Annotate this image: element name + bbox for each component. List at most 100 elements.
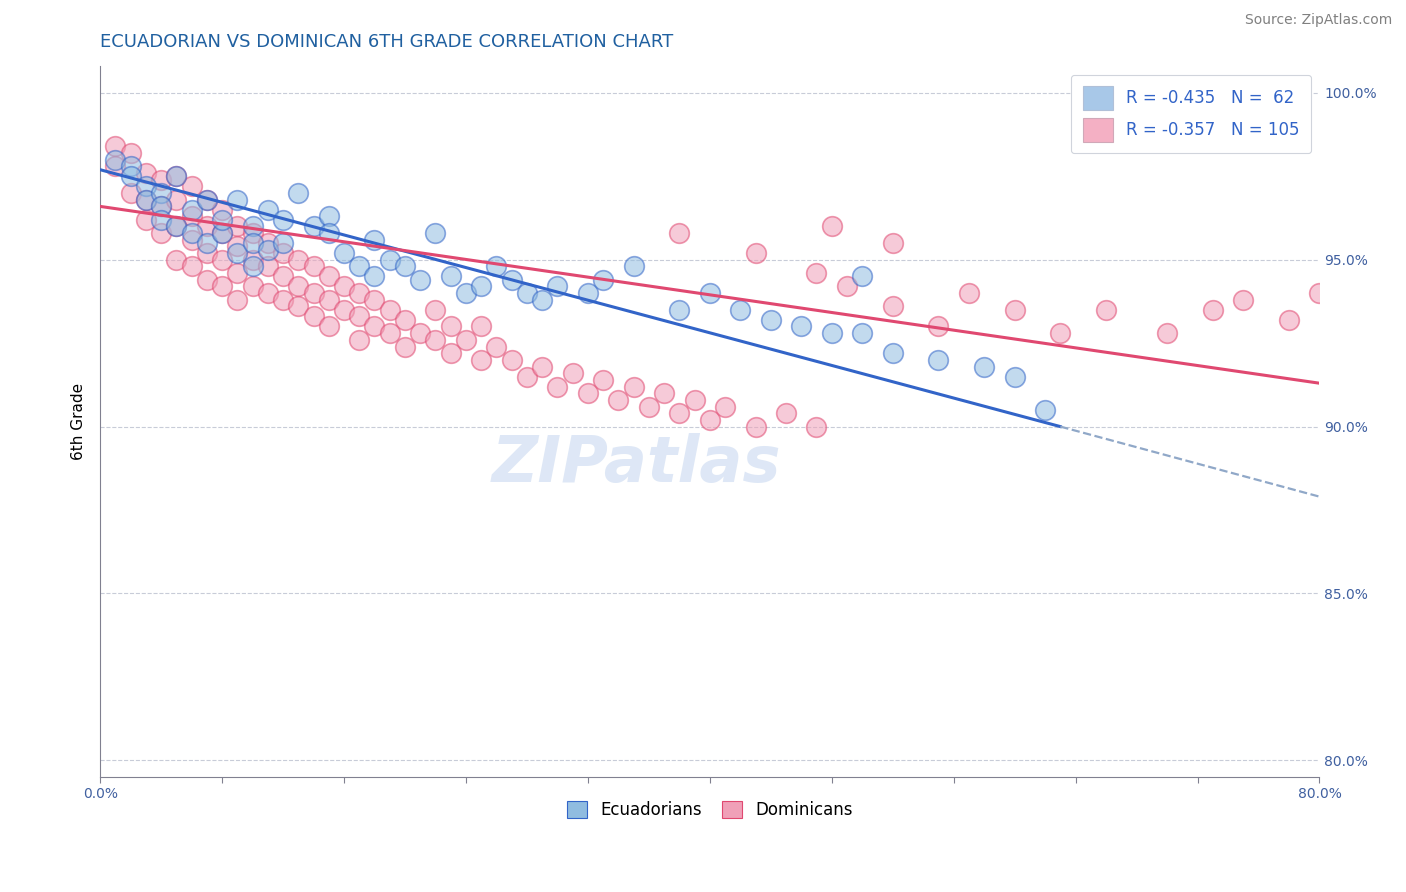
Point	[349, 260, 371, 274]
Point	[363, 319, 385, 334]
Point	[302, 286, 325, 301]
Point	[226, 293, 249, 307]
Point	[501, 273, 523, 287]
Point	[180, 179, 202, 194]
Point	[165, 252, 187, 267]
Point	[744, 419, 766, 434]
Point	[150, 172, 173, 186]
Point	[165, 193, 187, 207]
Point	[1323, 713, 1346, 727]
Point	[333, 279, 356, 293]
Point	[790, 319, 813, 334]
Point	[714, 400, 737, 414]
Point	[120, 186, 142, 200]
Point	[195, 246, 218, 260]
Point	[363, 293, 385, 307]
Point	[180, 226, 202, 240]
Point	[165, 169, 187, 184]
Point	[256, 260, 278, 274]
Point	[256, 202, 278, 217]
Point	[576, 386, 599, 401]
Point	[561, 366, 583, 380]
Point	[516, 286, 538, 301]
Point	[226, 219, 249, 234]
Point	[1308, 286, 1330, 301]
Point	[454, 286, 477, 301]
Point	[759, 313, 782, 327]
Point	[211, 279, 233, 293]
Point	[699, 413, 721, 427]
Point	[242, 252, 264, 267]
Point	[652, 386, 675, 401]
Text: Source: ZipAtlas.com: Source: ZipAtlas.com	[1244, 13, 1392, 28]
Point	[226, 246, 249, 260]
Point	[1202, 302, 1225, 317]
Point	[256, 243, 278, 257]
Point	[378, 326, 401, 341]
Point	[287, 186, 309, 200]
Point	[378, 302, 401, 317]
Point	[394, 313, 416, 327]
Point	[287, 279, 309, 293]
Point	[271, 212, 294, 227]
Point	[440, 269, 463, 284]
Point	[1033, 403, 1056, 417]
Point	[637, 400, 659, 414]
Point	[195, 273, 218, 287]
Text: ZIPatlas: ZIPatlas	[492, 434, 782, 495]
Point	[195, 236, 218, 251]
Point	[821, 219, 844, 234]
Point	[470, 352, 492, 367]
Point	[531, 293, 554, 307]
Point	[333, 302, 356, 317]
Point	[623, 379, 645, 393]
Point	[271, 236, 294, 251]
Point	[242, 226, 264, 240]
Point	[1095, 302, 1118, 317]
Point	[302, 260, 325, 274]
Point	[363, 269, 385, 284]
Point	[226, 193, 249, 207]
Point	[302, 219, 325, 234]
Point	[927, 352, 949, 367]
Point	[394, 339, 416, 353]
Point	[1049, 326, 1071, 341]
Point	[104, 153, 127, 167]
Point	[394, 260, 416, 274]
Point	[1278, 313, 1301, 327]
Point	[242, 236, 264, 251]
Point	[150, 199, 173, 213]
Point	[668, 302, 690, 317]
Point	[973, 359, 995, 374]
Point	[211, 226, 233, 240]
Point	[302, 310, 325, 324]
Point	[180, 210, 202, 224]
Point	[211, 226, 233, 240]
Point	[425, 226, 447, 240]
Point	[120, 169, 142, 184]
Point	[104, 139, 127, 153]
Point	[730, 302, 752, 317]
Point	[1004, 369, 1026, 384]
Point	[271, 269, 294, 284]
Point	[1156, 326, 1178, 341]
Point	[226, 239, 249, 253]
Point	[195, 193, 218, 207]
Point	[242, 219, 264, 234]
Point	[135, 179, 157, 194]
Point	[226, 266, 249, 280]
Point	[180, 233, 202, 247]
Point	[271, 246, 294, 260]
Point	[1339, 319, 1361, 334]
Point	[835, 279, 858, 293]
Point	[256, 286, 278, 301]
Point	[165, 169, 187, 184]
Point	[576, 286, 599, 301]
Text: ECUADORIAN VS DOMINICAN 6TH GRADE CORRELATION CHART: ECUADORIAN VS DOMINICAN 6TH GRADE CORREL…	[100, 33, 673, 51]
Point	[607, 392, 630, 407]
Point	[546, 379, 568, 393]
Point	[180, 202, 202, 217]
Point	[349, 286, 371, 301]
Point	[821, 326, 844, 341]
Point	[318, 319, 340, 334]
